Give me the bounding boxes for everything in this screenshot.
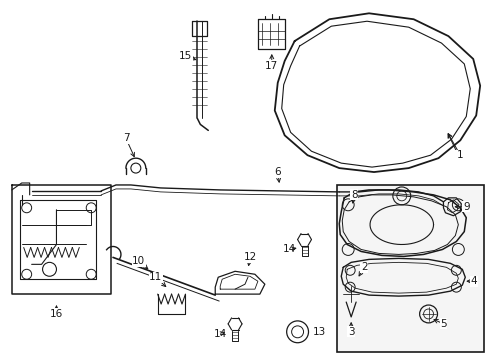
Text: 2: 2	[360, 262, 366, 272]
Text: 1: 1	[456, 150, 463, 160]
Text: 15: 15	[179, 51, 192, 61]
Text: 1: 1	[454, 150, 461, 160]
Text: 3: 3	[347, 327, 354, 337]
Text: 5: 5	[439, 319, 446, 329]
Text: 17: 17	[264, 61, 278, 71]
Text: 14: 14	[213, 329, 226, 339]
Text: 7: 7	[122, 133, 129, 143]
Bar	[337, 185, 483, 352]
Text: 14: 14	[283, 244, 296, 255]
Text: 16: 16	[50, 309, 63, 319]
Text: 8: 8	[350, 190, 357, 200]
Text: 10: 10	[132, 256, 145, 266]
Text: 12: 12	[243, 252, 256, 262]
Text: 13: 13	[312, 327, 325, 337]
Text: 4: 4	[470, 276, 477, 286]
Text: 6: 6	[274, 167, 281, 177]
Text: 9: 9	[462, 202, 468, 212]
Text: 11: 11	[149, 272, 162, 282]
